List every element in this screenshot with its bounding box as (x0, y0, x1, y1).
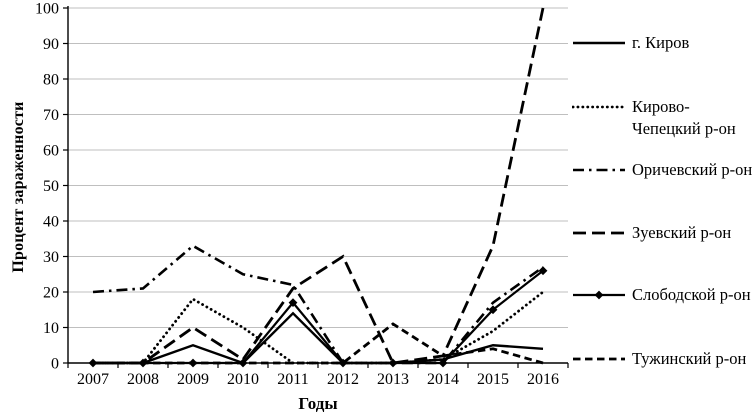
svg-text:2013: 2013 (377, 371, 409, 388)
x-axis-title: Годы (298, 394, 338, 413)
chart-legend: г. Киров Кирово-Чепецкий р-он Оричевский… (572, 0, 756, 416)
legend-item-kirovo-chepetsky: Кирово-Чепецкий р-он (572, 96, 744, 140)
svg-text:2015: 2015 (477, 371, 509, 388)
svg-text:2007: 2007 (77, 371, 109, 388)
legend-line-sample-solid-icon (573, 41, 625, 45)
legend-line-sample-dashdot-icon (573, 168, 625, 172)
svg-text:50: 50 (43, 178, 59, 195)
legend-line-sample-dotted-icon (572, 105, 626, 109)
legend-line-sample-diamond-icon (573, 290, 625, 300)
svg-text:2009: 2009 (177, 371, 209, 388)
svg-text:100: 100 (35, 1, 59, 18)
svg-text:10: 10 (43, 320, 59, 337)
svg-text:2012: 2012 (327, 371, 359, 388)
svg-text:30: 30 (43, 249, 59, 266)
legend-item-tuzhinsky: Тужинский р-он (572, 348, 746, 370)
svg-text:2016: 2016 (527, 371, 559, 388)
legend-line-sample-longdash-icon (573, 231, 625, 235)
legend-label: Оричевский р-он (632, 160, 753, 179)
svg-text:90: 90 (43, 36, 59, 53)
legend-label: Тужинский р-он (632, 349, 747, 368)
svg-text:60: 60 (43, 143, 59, 160)
svg-text:0: 0 (51, 356, 59, 373)
svg-text:80: 80 (43, 72, 59, 89)
svg-text:2008: 2008 (127, 371, 159, 388)
svg-text:70: 70 (43, 107, 59, 124)
legend-item-orichevsky: Оричевский р-он (572, 159, 752, 181)
svg-text:2014: 2014 (427, 371, 459, 388)
legend-item-slobodskoy: Слободской р-он (572, 284, 751, 306)
legend-item-kirov: г. Киров (572, 32, 689, 54)
legend-line-sample-dash-icon (573, 357, 625, 361)
legend-label: Слободской р-он (632, 285, 751, 304)
legend-item-zuevsky: Зуевский р-он (572, 222, 731, 244)
svg-text:2010: 2010 (227, 371, 259, 388)
svg-text:40: 40 (43, 214, 59, 231)
legend-label: Кирово-Чепецкий р-он (632, 97, 736, 138)
svg-text:20: 20 (43, 285, 59, 302)
legend-label: Зуевский р-он (632, 223, 732, 242)
legend-label: г. Киров (632, 33, 690, 52)
svg-text:2011: 2011 (277, 371, 308, 388)
